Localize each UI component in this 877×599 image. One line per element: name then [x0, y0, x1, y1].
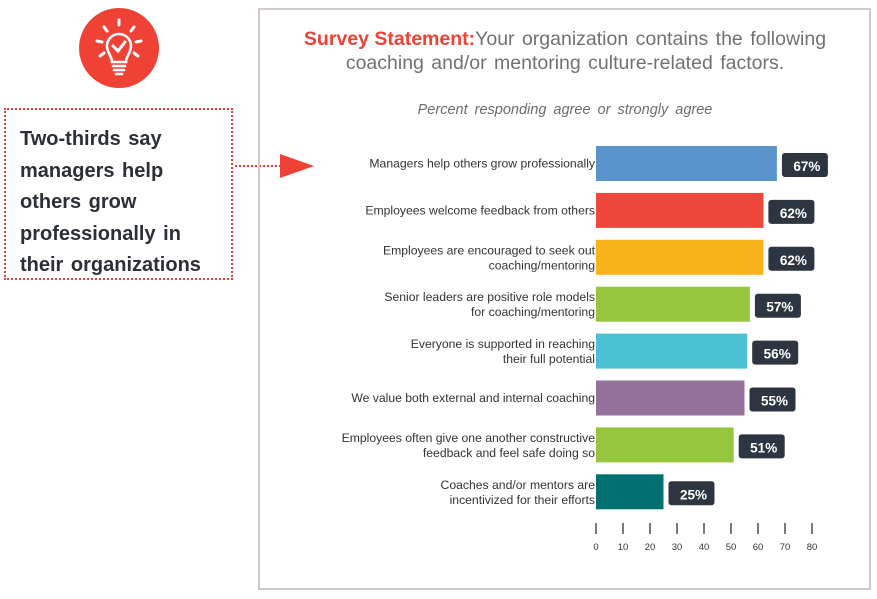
chart-panel — [258, 8, 871, 590]
category-label: feedback and feel safe doing so — [423, 446, 595, 460]
category-label: incentivized for their efforts — [450, 493, 595, 507]
category-label: Managers help others grow professionally — [369, 157, 595, 171]
x-tick-label: 20 — [645, 542, 656, 553]
callout-line: professionally in — [20, 222, 181, 245]
value-label: 62% — [780, 253, 807, 268]
value-label: 25% — [680, 487, 707, 502]
category-label: Employees often give one another constru… — [342, 431, 596, 445]
x-tick-label: 30 — [672, 542, 683, 553]
value-label-box — [781, 153, 828, 177]
category-label: coaching/mentoring — [489, 258, 595, 272]
x-tick-label: 70 — [780, 542, 791, 553]
callout-connector-line — [235, 165, 285, 167]
category-label: Senior leaders are positive role models — [384, 290, 595, 304]
callout-line: others grow — [20, 191, 137, 213]
arrow-right-icon — [280, 154, 314, 178]
category-label: their full potential — [503, 352, 595, 366]
value-label-box — [738, 434, 785, 459]
callout-line: managers help — [20, 159, 164, 182]
bar — [596, 333, 748, 369]
value-label: 62% — [780, 206, 807, 221]
lightbulb-check-icon — [95, 18, 143, 76]
bar — [596, 239, 764, 275]
category-label: Coaches and/or mentors are — [441, 478, 596, 492]
value-label-box — [752, 340, 799, 365]
value-label-box — [668, 481, 715, 506]
category-label: We value both external and internal coac… — [351, 391, 595, 405]
value-label-box — [749, 387, 796, 412]
callout-line: Two-thirds say — [20, 128, 162, 150]
chart-subtitle: Percent responding agree or strongly agr… — [417, 102, 713, 118]
x-tick-label: 80 — [807, 542, 818, 553]
bar — [596, 192, 764, 228]
chart-title: Survey Statement:Your organization conta… — [270, 27, 860, 75]
x-tick-label: 40 — [699, 542, 710, 553]
bar — [596, 380, 745, 416]
category-label: for coaching/mentoring — [471, 305, 595, 319]
survey-statement-text: Your organization contains the following… — [345, 28, 827, 74]
value-label: 57% — [766, 300, 793, 315]
value-label: 55% — [761, 394, 788, 409]
category-label: Employees are encouraged to seek out — [383, 243, 596, 257]
callout-line: their organizations — [20, 254, 201, 276]
callout-box: Two-thirds say managers help others grow… — [4, 108, 233, 280]
survey-statement-label: Survey Statement: — [303, 28, 476, 50]
x-tick-label: 50 — [726, 542, 737, 553]
bar — [596, 146, 777, 181]
value-label: 67% — [793, 159, 820, 174]
category-label: Employees welcome feedback from others — [365, 203, 595, 217]
x-tick-label: 10 — [618, 542, 629, 553]
value-label-box — [768, 199, 815, 224]
callout-text: Two-thirds say managers help others grow… — [20, 124, 230, 282]
bar — [596, 286, 750, 322]
value-label: 51% — [750, 440, 777, 455]
value-label-box — [754, 293, 801, 318]
category-label: Everyone is supported in reaching — [411, 337, 595, 351]
value-label-box — [768, 246, 815, 271]
x-tick-label: 60 — [753, 542, 764, 553]
bar — [596, 474, 664, 510]
lightbulb-icon-badge — [79, 8, 159, 88]
x-tick-label: 0 — [593, 542, 598, 553]
value-label: 56% — [764, 347, 791, 362]
bar — [596, 427, 734, 463]
